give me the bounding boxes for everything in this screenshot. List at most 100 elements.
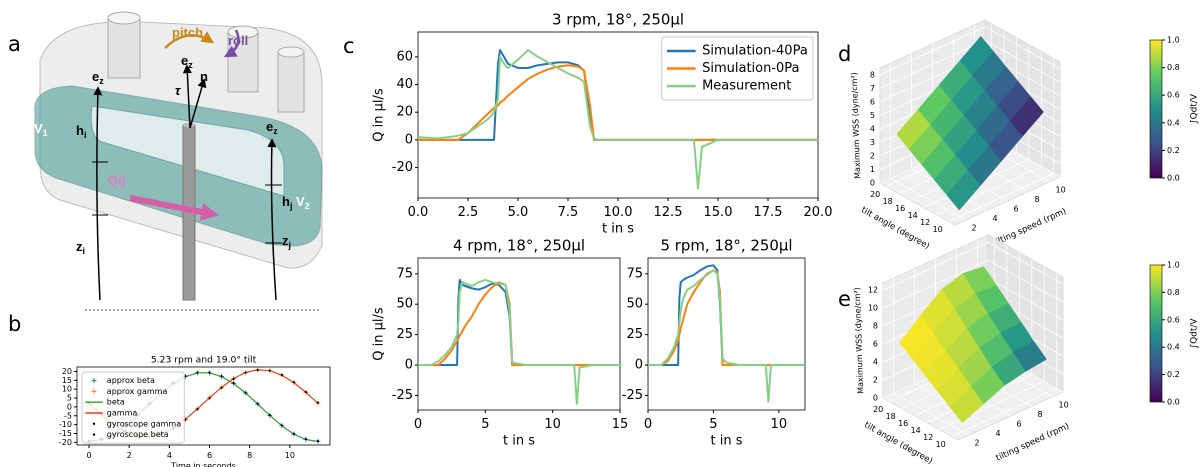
y-tick-label: 60 [396,49,413,64]
panel-label: e [838,287,851,311]
dot-marker [256,402,259,405]
y-tick-label: 20 [870,190,880,199]
surface-cell [946,170,981,211]
y-tick-label: 18 [886,412,896,421]
z-tick-label: 7 [870,84,875,93]
z-tick-label: 0 [870,179,875,188]
grid-line [936,51,1042,215]
dot-marker [316,439,320,443]
x-tick-label: 10 [1059,400,1069,409]
z-tick-label: 2 [873,376,878,385]
diagram-label: τ [175,83,181,98]
legend-label: Simulation-40Pa [702,43,808,58]
x-tick-label: 0 [87,451,92,460]
z-tick-label: 6 [870,97,875,106]
dot-marker [268,413,271,417]
dot-marker [220,386,223,389]
x-tick-label: 4 [167,451,172,460]
x-tick-label: 10 [285,451,295,460]
z-tick-label: 5 [870,111,875,120]
colorbar-tick-label: 0.0 [1167,398,1180,407]
x-tick-label: 4 [996,429,1001,438]
z-tick-label: 0 [873,394,878,403]
x-tick-label: 0.0 [408,205,429,220]
series-line [418,281,620,366]
z-tick-label: 10 [868,304,878,313]
plot-frame [76,366,331,446]
y-tick-label: 12 [920,218,930,227]
legend-label: approx gamma [107,387,168,396]
y-tick-label: -25 [622,388,643,403]
plot-frame [417,257,621,411]
y-tick-label: -10 [59,420,72,429]
y-tick-label: 50 [396,297,413,312]
legend-handle [92,422,96,425]
z-tick-label: 12 [868,286,878,295]
x-tick-label: 10 [544,417,561,432]
legend: Simulation-40Pa Simulation-0Pa Measurement [661,36,814,101]
legend-label: Simulation-0Pa [702,61,799,76]
dot-marker [304,438,308,441]
colorbar-tick-label: 0.6 [1167,315,1180,324]
legend-handle [92,433,96,436]
plot-frame [647,257,806,411]
z-tick-label: 4 [870,124,875,133]
y-tick-label: 0 [635,358,643,373]
series-line [648,269,805,403]
legend-label: Measurement [702,79,791,94]
x-tick-label: 4 [993,214,998,223]
colorbar-tick-label: 1.0 [1167,36,1180,45]
diagram-label: n [200,69,208,84]
diagram-label: ez [266,119,278,136]
y-tick-label: 20 [396,105,413,120]
y-tick-label: -20 [392,160,413,175]
chart-title: 5.23 rpm and 19.0° tilt [151,354,257,365]
series-line [418,278,620,405]
y-tick-label: 75 [396,266,413,281]
y-tick-label: 5 [67,394,72,403]
x-tick-label: 0 [644,417,652,432]
z-tick-label: 1 [870,165,875,174]
x-tick-label: 17.5 [754,205,783,220]
diagram-label: Qij [108,173,125,188]
x-axis-label: tilting speed (rpm) [995,421,1071,463]
colorbar-tick-label: 0.8 [1167,63,1180,72]
dot-marker [304,390,308,394]
grid-line [879,39,1061,89]
x-tick-label: 0 [414,417,422,432]
colorbar-label: ∫Qdt/V [1190,318,1200,349]
legend-label: beta [107,398,125,407]
y-tick-label: 18 [883,197,893,206]
colorbar-tick-label: 0.6 [1167,91,1180,100]
chart-title: 4 rpm, 18°, 250µl [453,236,585,254]
grid-line [951,273,1058,437]
legend-label: approx beta [107,376,155,385]
dot-marker [232,382,235,385]
colorbar-tick-label: 0.0 [1167,174,1180,183]
y-tick-label: -25 [392,388,413,403]
dot-marker [208,397,211,400]
grid-line [882,241,1064,291]
x-axis-label: Time in seconds [170,462,236,467]
colorbar-label: ∫Qdt/V [1190,93,1200,124]
y-tick-label: 25 [626,327,643,342]
legend-handle [91,378,97,384]
dot-marker [316,401,320,404]
x-tick-label: 10 [1056,185,1066,194]
chart-title: 5 rpm, 18°, 250µl [660,236,792,254]
z-tick-label: 4 [873,358,878,367]
dot-marker [244,371,247,374]
diagram-label: V2 [296,194,310,211]
grid-line [948,58,1055,222]
x-tick-label: 6 [1014,205,1019,214]
y-tick-label: 75 [626,266,643,281]
y-tick-label: -15 [59,429,72,438]
dot-marker [196,371,199,374]
y-tick-label: 16 [895,204,905,213]
dot-marker [208,371,211,374]
chart-title: 3 rpm, 18°, 250µl [552,10,684,28]
y-tick-label: 40 [396,77,413,92]
dot-marker [196,408,199,411]
y-tick-label: 0 [67,402,72,411]
